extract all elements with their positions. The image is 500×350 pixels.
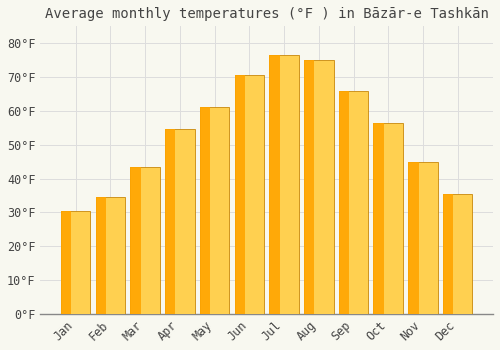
Bar: [130, 167, 160, 314]
Bar: [443, 194, 472, 314]
Bar: [96, 197, 125, 314]
Bar: [165, 130, 175, 314]
Bar: [200, 107, 210, 314]
Bar: [374, 123, 384, 314]
Bar: [408, 162, 418, 314]
Bar: [304, 60, 334, 314]
Title: Average monthly temperatures (°F ) in Bāzār-e Tashkān: Average monthly temperatures (°F ) in Bā…: [44, 7, 488, 21]
Bar: [234, 75, 245, 314]
Bar: [270, 55, 299, 314]
Bar: [339, 91, 349, 314]
Bar: [270, 55, 280, 314]
Bar: [165, 130, 194, 314]
Bar: [374, 123, 403, 314]
Bar: [304, 60, 314, 314]
Bar: [443, 194, 454, 314]
Bar: [61, 211, 90, 314]
Bar: [96, 197, 106, 314]
Bar: [200, 107, 230, 314]
Bar: [408, 162, 438, 314]
Bar: [234, 75, 264, 314]
Bar: [130, 167, 140, 314]
Bar: [339, 91, 368, 314]
Bar: [61, 211, 71, 314]
